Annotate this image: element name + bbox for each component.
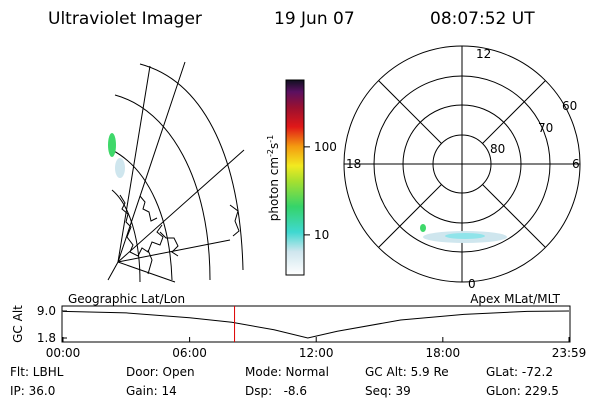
geo-map xyxy=(107,61,245,283)
status-field: GC Alt: 5.9 Re xyxy=(365,365,449,379)
x-tick-label: 23:59 xyxy=(552,346,587,360)
mlt-label: 6 xyxy=(572,157,580,171)
status-field: Seq: 39 xyxy=(365,384,411,398)
status-field: GLat: -72.2 xyxy=(486,365,553,379)
aurora-oval xyxy=(445,233,485,239)
alt-right-label: Apex MLat/MLT xyxy=(470,292,560,306)
lat-label: 80 xyxy=(490,142,505,156)
mlt-label: 18 xyxy=(346,157,361,171)
x-tick-label: 18:00 xyxy=(426,346,461,360)
instrument-title: Ultraviolet Imager xyxy=(48,9,202,29)
date: 19 Jun 07 xyxy=(274,9,355,29)
y-tick-label: 1.8 xyxy=(37,331,56,345)
colorbar-tick-label: 100 xyxy=(314,140,337,154)
status-field: Mode: Normal xyxy=(245,365,329,379)
status-field: Door: Open xyxy=(126,365,195,379)
x-tick-label: 00:00 xyxy=(46,346,81,360)
mlt-label: 0 xyxy=(468,277,476,291)
status-field: Gain: 14 xyxy=(126,384,177,398)
alt-ylabel: GC Alt xyxy=(11,305,25,343)
aurora-blob xyxy=(420,224,426,232)
status-field: GLon: 229.5 xyxy=(486,384,559,398)
status-field: Flt: LBHL xyxy=(10,365,64,379)
colorbar-unit: photon cm-2s-1 xyxy=(266,135,281,222)
status-field: Dsp: -8.6 xyxy=(245,384,307,398)
colorbar-tick-label: 10 xyxy=(314,228,329,242)
altitude-line xyxy=(62,310,570,339)
lat-label: 70 xyxy=(538,121,553,135)
lat-label: 60 xyxy=(562,99,577,113)
polar-grid xyxy=(343,45,581,283)
status-field: IP: 36.0 xyxy=(10,384,55,398)
aurora-blob xyxy=(115,158,125,178)
x-tick-label: 06:00 xyxy=(172,346,207,360)
aurora-blob xyxy=(108,133,116,157)
x-tick-label: 12:00 xyxy=(299,346,334,360)
alt-left-label: Geographic Lat/Lon xyxy=(68,292,185,306)
time: 08:07:52 UT xyxy=(430,9,535,29)
mlt-label: 12 xyxy=(476,47,491,61)
colorbar xyxy=(285,79,305,276)
y-tick-label: 9.0 xyxy=(37,304,56,318)
